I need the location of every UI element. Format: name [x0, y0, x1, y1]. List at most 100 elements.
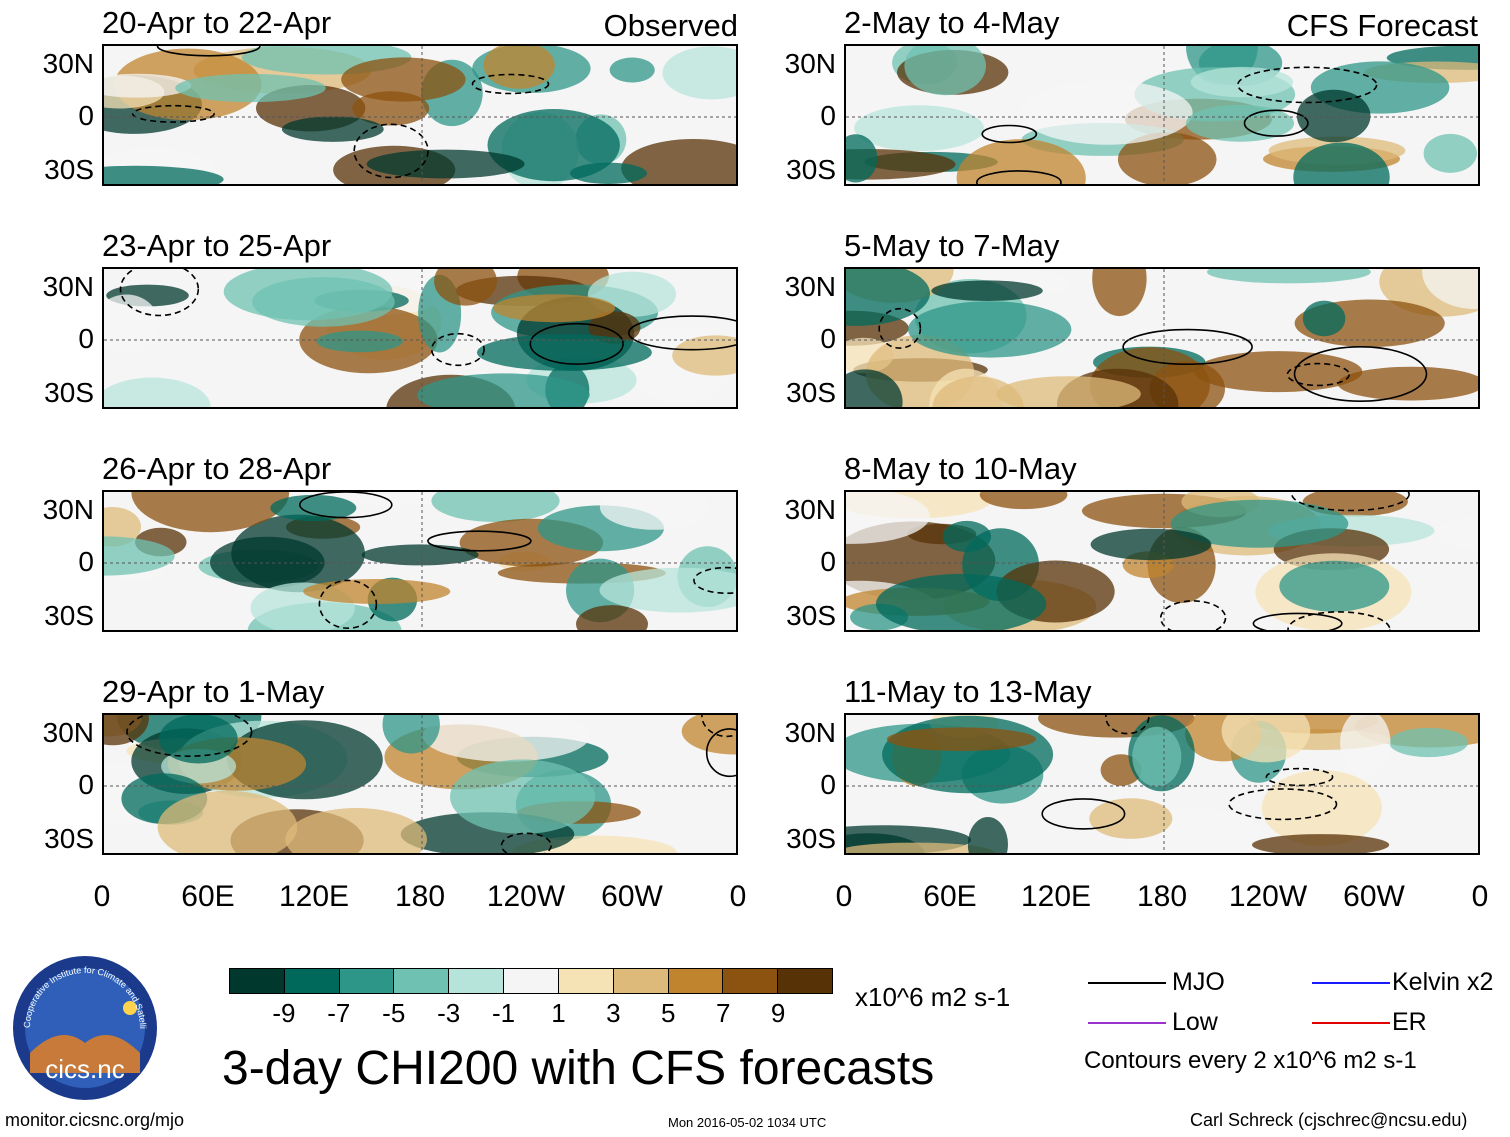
lat-tick-label: 30N: [42, 494, 94, 525]
map-svg: [104, 492, 736, 630]
lon-tick-label: 120E: [278, 880, 350, 913]
anomaly-blob: [157, 790, 298, 853]
anomaly-blob: [672, 335, 736, 376]
lon-tick-label: 120E: [1020, 880, 1092, 913]
colorbar-cell: [504, 969, 559, 993]
anomaly-blob: [223, 269, 393, 321]
map-panel-obs-4: [102, 713, 738, 855]
lon-tick-label: 120W: [1228, 880, 1308, 913]
lat-tick-label: 30S: [786, 600, 836, 631]
lat-tick-label: 30S: [44, 377, 94, 408]
mjo-contour: [119, 269, 200, 317]
map-svg: [104, 269, 736, 407]
anomaly-blob: [621, 139, 736, 184]
colorbar-cell: [723, 969, 779, 993]
anomaly-blob: [846, 842, 995, 853]
anomaly-blob: [599, 492, 710, 530]
anomaly-blob: [1185, 104, 1295, 142]
mjo-contour: [705, 728, 736, 778]
anomaly-blob: [599, 567, 736, 613]
mjo-contour: [529, 322, 624, 365]
lon-tick-label: 180: [1136, 880, 1188, 913]
footer-url[interactable]: monitor.cicsnc.org/mjo: [5, 1110, 185, 1130]
mjo-contour: [1252, 612, 1343, 630]
panel-title: 8-May to 10-May: [844, 451, 1077, 486]
anomaly-blob: [854, 105, 984, 152]
anomaly-blob: [576, 605, 648, 630]
lat-tick-label: 30S: [44, 823, 94, 854]
map-svg: [104, 715, 736, 853]
panel-title: 2-May to 4-May: [844, 5, 1060, 40]
lat-tick-label: 30N: [784, 494, 836, 525]
anomaly-blob: [1337, 366, 1478, 401]
anomaly-blob: [1221, 715, 1311, 763]
lat-tick-label: 30S: [786, 377, 836, 408]
anomaly-blob: [483, 46, 555, 89]
lat-tick-label: 30N: [42, 48, 94, 79]
lat-tick-label: 0: [78, 546, 94, 577]
colorbar-tick-label: 1: [551, 998, 566, 1028]
anomaly-blob: [1422, 269, 1478, 309]
mjo-contour: [1243, 109, 1309, 137]
anomaly-blob: [1302, 300, 1346, 337]
anomaly-blob: [341, 57, 466, 102]
anomaly-blob: [846, 269, 930, 326]
anomaly-blob: [979, 492, 1068, 510]
lat-tick-label: 30N: [784, 717, 836, 748]
anomaly-blob: [316, 330, 403, 353]
colorbar-cell: [394, 969, 450, 993]
legend-mjo-label: MJO: [1172, 968, 1225, 996]
forecast-label: CFS Forecast: [1286, 8, 1478, 43]
anomaly-blob: [662, 46, 736, 100]
observed-label: Observed: [603, 8, 738, 43]
map-panel-obs-3: [102, 490, 738, 632]
anomaly-blob: [493, 294, 616, 323]
legend-kelvin-line: [1312, 982, 1390, 984]
anomaly-blob: [104, 377, 211, 407]
anomaly-blob: [422, 715, 590, 762]
mjo-contour: [1228, 788, 1338, 821]
colorbar-cell: [613, 969, 669, 993]
anomaly-blob: [476, 334, 652, 371]
map-panel-obs-1: [102, 44, 738, 186]
anomaly-blob: [1423, 133, 1477, 173]
colorbar: [229, 968, 833, 994]
colorbar-cell: [558, 969, 614, 993]
lon-tick-label: 180: [394, 880, 446, 913]
panel-title: 29-Apr to 1-May: [102, 674, 325, 709]
lon-tick-label: 60E: [181, 880, 235, 913]
anomaly-blob: [886, 727, 1036, 751]
colorbar-cell: [449, 969, 505, 993]
anomaly-blob: [1340, 715, 1391, 776]
lat-tick-label: 30N: [42, 271, 94, 302]
anomaly-blob: [846, 134, 878, 183]
panel-title: 23-Apr to 25-Apr: [102, 228, 332, 263]
contour-note: Contours every 2 x10^6 m2 s-1: [1084, 1047, 1417, 1074]
anomaly-blob: [1020, 80, 1193, 145]
colorbar-cell: [284, 969, 340, 993]
anomaly-blob: [366, 149, 525, 179]
anomaly-blob: [681, 715, 736, 755]
map-svg: [846, 492, 1478, 630]
anomaly-blob: [285, 808, 427, 853]
legend-mjo-line: [1088, 982, 1166, 984]
mjo-contour: [1105, 715, 1150, 735]
anomaly-blob: [846, 369, 903, 407]
lat-tick-label: 0: [820, 100, 836, 131]
lon-tick-label: 0: [93, 880, 111, 913]
map-svg: [846, 715, 1478, 853]
anomaly-blob: [846, 492, 930, 544]
legend-er-label: ER: [1392, 1008, 1427, 1036]
anomaly-blob: [1194, 351, 1363, 393]
map-svg: [846, 46, 1478, 184]
anomaly-blob: [942, 520, 991, 553]
anomaly-blob: [361, 544, 479, 566]
mjo-contour: [156, 46, 261, 57]
anomaly-blob: [1296, 89, 1371, 143]
lon-tick-label: 60W: [1343, 880, 1405, 913]
lat-tick-label: 30S: [44, 154, 94, 185]
mjo-contour: [427, 530, 532, 552]
map-panel-fcst-1: [844, 44, 1480, 186]
anomaly-blob: [1279, 560, 1390, 612]
anomaly-blob: [931, 280, 1043, 301]
